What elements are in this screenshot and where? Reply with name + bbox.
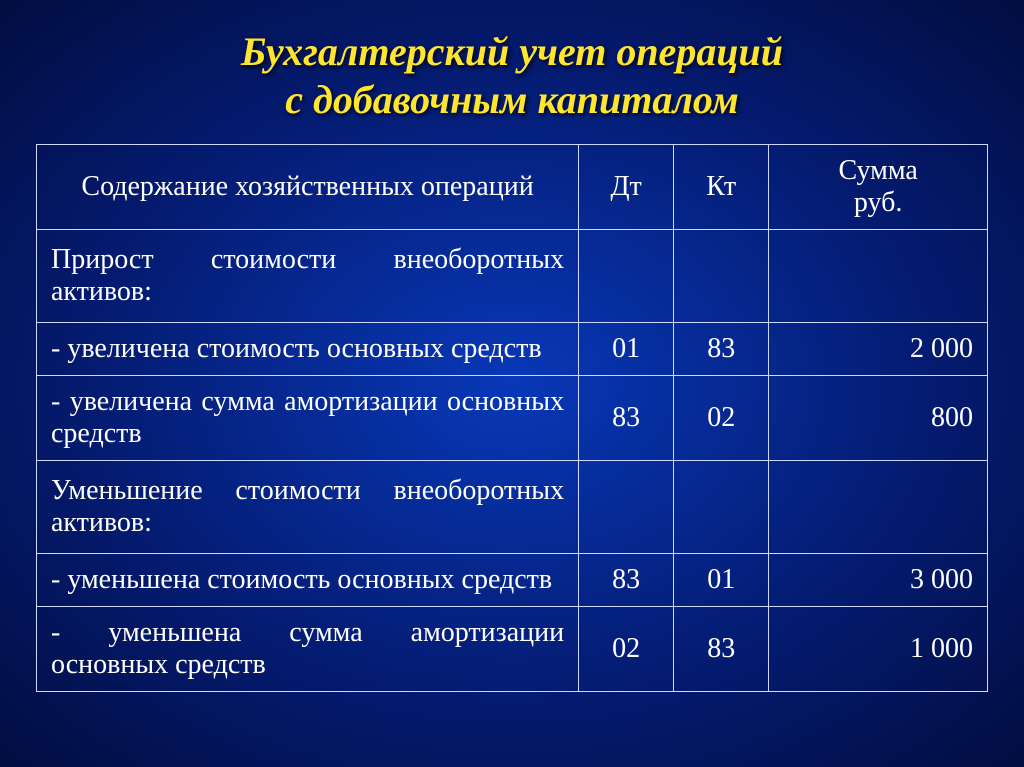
cell-amount (769, 230, 988, 323)
cell-amount: 3 000 (769, 554, 988, 607)
cell-dt (579, 230, 674, 323)
cell-kt (674, 230, 769, 323)
cell-dt: 83 (579, 376, 674, 461)
title-line-1: Бухгалтерский учет операций (241, 29, 783, 74)
cell-desc: - уменьшена сумма амортизации основных с… (37, 607, 579, 692)
cell-kt: 83 (674, 323, 769, 376)
table-row: - увеличена стоимость основных средств 0… (37, 323, 988, 376)
cell-dt: 01 (579, 323, 674, 376)
cell-kt (674, 461, 769, 554)
table-header-row: Содержание хозяйственных операций Дт Кт … (37, 145, 988, 230)
table-row: - увеличена сумма амортизации основных с… (37, 376, 988, 461)
cell-amount: 800 (769, 376, 988, 461)
cell-amount (769, 461, 988, 554)
table-row: Прирост стоимости внеоборотных активов: (37, 230, 988, 323)
table-row: - уменьшена стоимость основных средств 8… (37, 554, 988, 607)
cell-kt: 02 (674, 376, 769, 461)
cell-desc: - увеличена сумма амортизации основных с… (37, 376, 579, 461)
col-kt: Кт (674, 145, 769, 230)
cell-amount: 2 000 (769, 323, 988, 376)
operations-table: Содержание хозяйственных операций Дт Кт … (36, 144, 988, 692)
cell-dt (579, 461, 674, 554)
cell-desc: Прирост стоимости внеоборотных активов: (37, 230, 579, 323)
col-desc: Содержание хозяйственных операций (37, 145, 579, 230)
cell-kt: 83 (674, 607, 769, 692)
cell-desc: - увеличена стоимость основных средств (37, 323, 579, 376)
cell-dt: 02 (579, 607, 674, 692)
cell-desc: - уменьшена стоимость основных средств (37, 554, 579, 607)
col-dt: Дт (579, 145, 674, 230)
slide-title: Бухгалтерский учет операций с добавочным… (36, 28, 988, 124)
table-row: - уменьшена сумма амортизации основных с… (37, 607, 988, 692)
title-line-2: с добавочным капиталом (285, 77, 739, 122)
col-amount: Сумма руб. (769, 145, 988, 230)
cell-dt: 83 (579, 554, 674, 607)
cell-amount: 1 000 (769, 607, 988, 692)
cell-kt: 01 (674, 554, 769, 607)
table-row: Уменьшение стоимости внеоборотных активо… (37, 461, 988, 554)
cell-desc: Уменьшение стоимости внеоборотных активо… (37, 461, 579, 554)
